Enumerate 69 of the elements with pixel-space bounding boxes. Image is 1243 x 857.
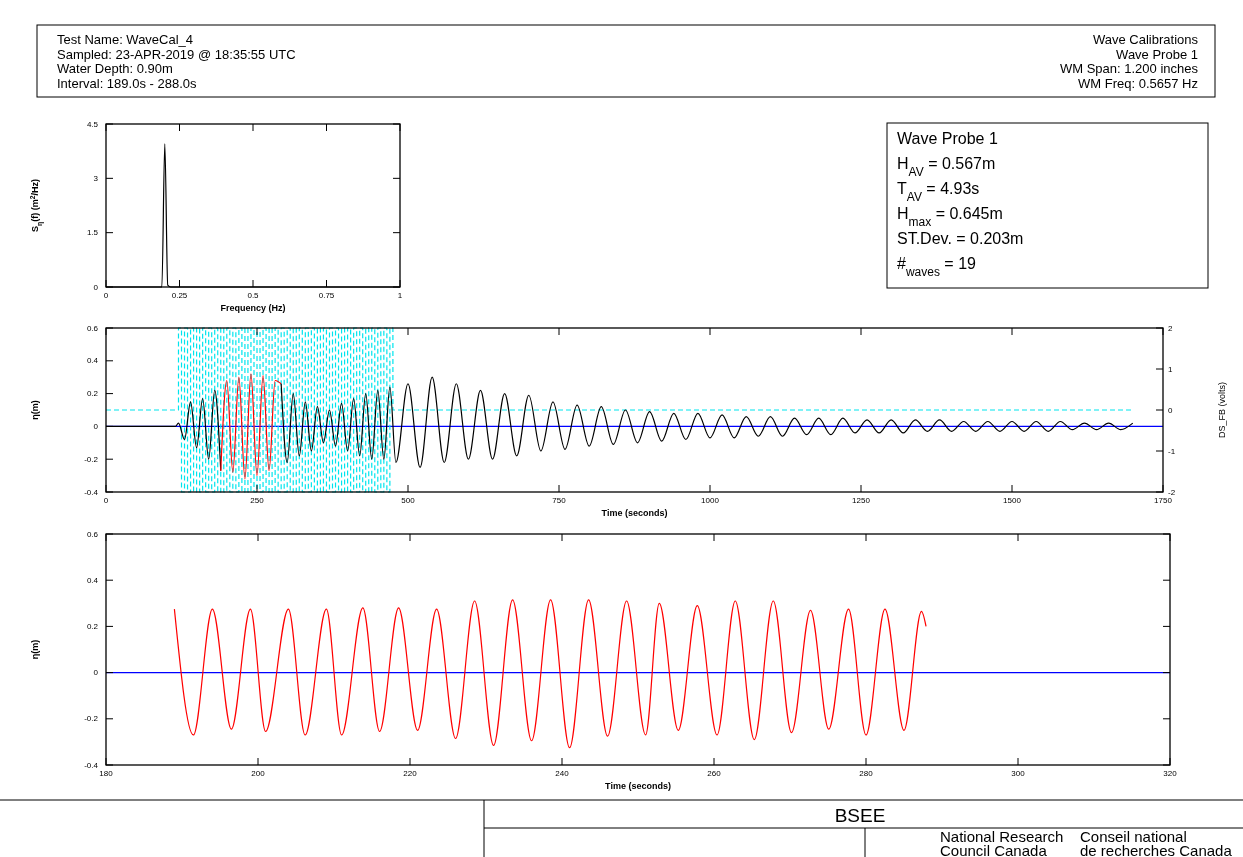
y2-axis-title: DS_FB (volts) (1217, 381, 1227, 439)
text: Water Depth: 0.90m (57, 61, 173, 76)
x-tick-label: 750 (552, 496, 567, 505)
text: H$_{AV}$ = 0.567m (897, 155, 996, 179)
y-tick-label: 0.6 (86, 323, 99, 333)
y2-tick-label: 1 (1168, 364, 1173, 374)
y-tick-label: 0 (93, 668, 99, 678)
y-tick-label: 3 (93, 174, 99, 183)
y-tick-label: 1.5 (86, 228, 99, 238)
x-tick-label: 250 (250, 496, 265, 505)
y2-tick-label: 0 (1168, 405, 1173, 415)
text: WM Freq: 0.5657 Hz (1078, 75, 1198, 91)
y2-tick-label: -1 (1168, 446, 1176, 456)
text: Wave Calibrations (1092, 32, 1199, 47)
text: Conseil national (1080, 828, 1187, 845)
text: H$_{max}$ = 0.645m (897, 205, 1003, 229)
line-series (173, 599, 927, 749)
text: Council Canada (940, 842, 1048, 857)
x-tick-label: 0.75 (318, 291, 335, 300)
x-tick-label: 0.5 (247, 291, 260, 300)
text: Test Name: WaveCal_4 (57, 32, 194, 47)
y-tick-label: 0.4 (86, 575, 99, 585)
text: Sampled: 23-APR-2019 @ 18:35:55 UTC (57, 46, 296, 62)
x-tick-label: 0 (103, 496, 109, 505)
x-axis-title: Frequency (Hz) (220, 303, 286, 313)
x-tick-label: 1750 (1154, 496, 1173, 505)
text: de recherches Canada (1080, 842, 1233, 857)
x-tick-label: 0 (103, 291, 109, 300)
y-tick-label: 0 (93, 282, 99, 292)
x-tick-label: 0.25 (171, 291, 188, 300)
x-axis-title: Time (seconds) (605, 781, 671, 791)
text: National Research (940, 828, 1064, 845)
y2-tick-label: -2 (1168, 487, 1176, 497)
text: BSEE (834, 805, 886, 826)
y-tick-label: 0.6 (86, 529, 99, 539)
y-tick-label: -0.4 (84, 760, 99, 770)
x-tick-label: 1 (397, 291, 403, 300)
x-tick-label: 260 (707, 769, 722, 778)
text: Interval: 189.0s - 288.0s (57, 75, 197, 91)
y-tick-label: 0.2 (86, 622, 99, 632)
y-tick-label: -0.4 (84, 487, 99, 497)
x-tick-label: 240 (555, 769, 570, 778)
text: ST.Dev. = 0.203m (897, 230, 1024, 247)
y2-tick-label: 2 (1168, 323, 1173, 333)
y-tick-label: -0.2 (84, 714, 99, 724)
text: WM Span: 1.200 inches (1059, 61, 1199, 76)
x-tick-label: 180 (99, 769, 114, 778)
y-tick-label: 0.2 (86, 389, 99, 399)
text: Wave Probe 1 (897, 130, 998, 147)
x-tick-label: 1250 (852, 496, 871, 505)
y-tick-label: 0.4 (86, 356, 99, 366)
x-tick-label: 1500 (1003, 496, 1022, 505)
x-tick-label: 320 (1163, 769, 1178, 778)
x-tick-label: 200 (251, 769, 266, 778)
text: T$_{AV}$ = 4.93s (897, 180, 980, 204)
y-axis-title: η(m) (30, 639, 40, 660)
text: Wave Probe 1 (1116, 46, 1198, 62)
x-tick-label: 1000 (701, 496, 720, 505)
text: #$_{waves}$ = 19 (897, 255, 977, 279)
y-tick-label: 4.5 (86, 119, 99, 129)
x-tick-label: 220 (403, 769, 418, 778)
y-tick-label: 0 (93, 422, 99, 432)
y-axis-title: η(m) (30, 400, 40, 420)
x-tick-label: 300 (1011, 769, 1026, 778)
x-tick-label: 280 (859, 769, 874, 778)
line-series (220, 373, 282, 480)
y-tick-label: -0.2 (84, 454, 99, 464)
x-tick-label: 500 (401, 496, 416, 505)
x-axis-title: Time (seconds) (601, 508, 668, 518)
